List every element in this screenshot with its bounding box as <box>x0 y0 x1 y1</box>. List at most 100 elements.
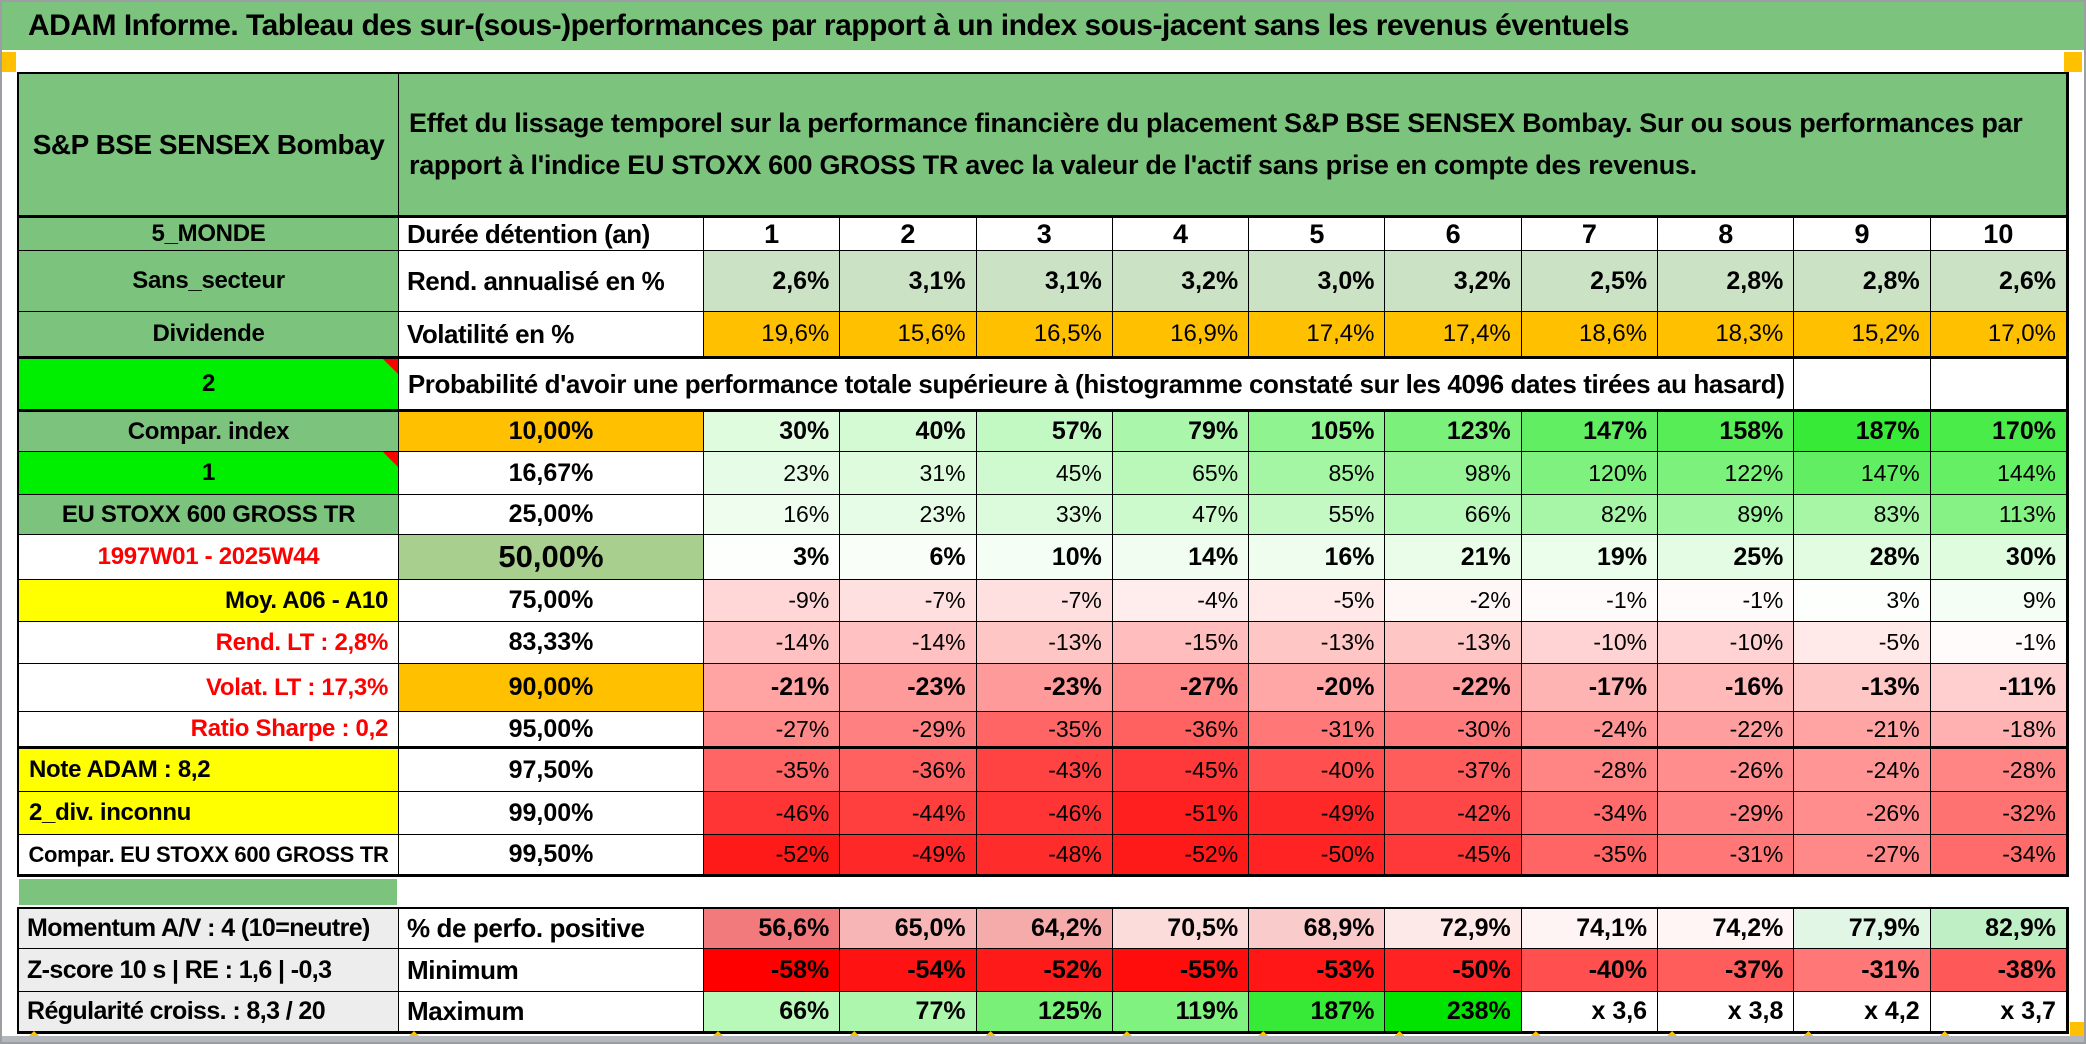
summary-value-cell[interactable]: 56,6% <box>704 909 841 949</box>
row-header-cell[interactable]: Moy. A06 - A10 <box>19 580 399 622</box>
value-cell[interactable]: 3,2% <box>1112 251 1250 312</box>
value-cell[interactable]: -52% <box>704 835 841 875</box>
value-cell[interactable]: 170% <box>1930 412 2067 452</box>
summary-value-cell[interactable]: -53% <box>1249 949 1386 992</box>
value-cell[interactable]: -27% <box>1112 664 1250 712</box>
value-cell[interactable]: -26% <box>1658 749 1795 792</box>
summary-value-cell[interactable]: 74,1% <box>1521 909 1659 949</box>
value-cell[interactable]: -22% <box>1385 664 1522 712</box>
value-cell[interactable]: -13% <box>1385 622 1522 664</box>
value-cell[interactable]: -27% <box>704 712 841 749</box>
value-cell[interactable]: -23% <box>976 664 1113 712</box>
value-cell[interactable]: -51% <box>1112 792 1250 835</box>
summary-label-cell[interactable]: Maximum <box>399 992 704 1032</box>
value-cell[interactable]: 17,0% <box>1930 312 2067 359</box>
summary-value-cell[interactable]: -37% <box>1658 949 1795 992</box>
value-cell[interactable]: -13% <box>1249 622 1386 664</box>
value-cell[interactable]: 33% <box>976 495 1113 535</box>
value-cell[interactable]: 3,0% <box>1249 251 1386 312</box>
summary-value-cell[interactable]: 119% <box>1112 992 1250 1032</box>
summary-value-cell[interactable]: -50% <box>1385 949 1522 992</box>
value-cell[interactable]: 120% <box>1521 452 1659 495</box>
row-header-cell[interactable]: 2 <box>19 359 399 412</box>
value-cell[interactable]: 23% <box>704 452 841 495</box>
value-cell[interactable]: 19,6% <box>704 312 841 359</box>
row-header-cell[interactable]: Note ADAM : 8,2 <box>19 749 399 792</box>
probability-threshold-cell[interactable]: 10,00% <box>399 412 704 452</box>
summary-value-cell[interactable]: -55% <box>1112 949 1250 992</box>
value-cell[interactable]: -43% <box>976 749 1113 792</box>
value-cell[interactable]: -50% <box>1249 835 1386 875</box>
row-header-cell[interactable]: Compar. index <box>19 412 399 452</box>
value-cell[interactable]: -5% <box>1794 622 1931 664</box>
summary-header-cell[interactable]: Z-score 10 s | RE : 1,6 | -0,3 <box>19 949 399 992</box>
value-cell[interactable]: -20% <box>1249 664 1386 712</box>
value-cell[interactable]: 14% <box>1112 535 1250 580</box>
year-header-cell[interactable]: 1 <box>704 218 841 251</box>
row-header-cell[interactable]: 5_MONDE <box>19 218 399 251</box>
value-cell[interactable]: -31% <box>1249 712 1386 749</box>
value-cell[interactable]: -16% <box>1658 664 1795 712</box>
value-cell[interactable]: -31% <box>1658 835 1795 875</box>
value-cell[interactable]: 10% <box>976 535 1113 580</box>
row-header-cell[interactable]: 2_div. inconnu <box>19 792 399 835</box>
value-cell[interactable]: -24% <box>1521 712 1659 749</box>
value-cell[interactable]: 6% <box>840 535 977 580</box>
year-header-cell[interactable]: 10 <box>1930 218 2067 251</box>
value-cell[interactable]: -14% <box>840 622 977 664</box>
year-header-cell[interactable]: 8 <box>1658 218 1795 251</box>
value-cell[interactable]: 2,6% <box>704 251 841 312</box>
summary-value-cell[interactable]: -31% <box>1794 949 1931 992</box>
value-cell[interactable]: 18,6% <box>1521 312 1659 359</box>
value-cell[interactable]: -10% <box>1521 622 1659 664</box>
probability-threshold-cell[interactable]: 50,00% <box>399 535 704 580</box>
summary-value-cell[interactable]: 77% <box>840 992 977 1032</box>
row-header-cell[interactable]: Sans_secteur <box>19 251 399 312</box>
row-header-cell[interactable]: Dividende <box>19 312 399 359</box>
value-cell[interactable]: -14% <box>704 622 841 664</box>
value-cell[interactable]: 23% <box>840 495 977 535</box>
description-cell[interactable]: Effet du lissage temporel sur la perform… <box>399 74 2067 218</box>
value-cell[interactable]: 28% <box>1794 535 1931 580</box>
value-cell[interactable]: 47% <box>1112 495 1250 535</box>
value-cell[interactable]: 18,3% <box>1658 312 1795 359</box>
summary-value-cell[interactable]: x 3,8 <box>1658 992 1795 1032</box>
value-cell[interactable]: 147% <box>1794 452 1931 495</box>
value-cell[interactable]: -23% <box>840 664 977 712</box>
summary-header-cell[interactable]: Régularité croiss. : 8,3 / 20 <box>19 992 399 1032</box>
row-header-cell[interactable]: EU STOXX 600 GROSS TR <box>19 495 399 535</box>
value-cell[interactable]: -24% <box>1794 749 1931 792</box>
value-cell[interactable]: 66% <box>1385 495 1522 535</box>
value-cell[interactable]: -49% <box>840 835 977 875</box>
summary-value-cell[interactable]: 64,2% <box>976 909 1113 949</box>
probability-threshold-cell[interactable]: 83,33% <box>399 622 704 664</box>
year-header-cell[interactable]: 2 <box>840 218 977 251</box>
value-cell[interactable]: 9% <box>1930 580 2067 622</box>
row-header-cell[interactable]: Ratio Sharpe : 0,2 <box>19 712 399 749</box>
value-cell[interactable]: 17,4% <box>1249 312 1386 359</box>
value-cell[interactable]: 2,6% <box>1930 251 2067 312</box>
value-cell[interactable]: 31% <box>840 452 977 495</box>
value-cell[interactable]: -35% <box>704 749 841 792</box>
value-cell[interactable]: -45% <box>1112 749 1250 792</box>
value-cell[interactable]: -27% <box>1794 835 1931 875</box>
value-cell[interactable]: -21% <box>704 664 841 712</box>
value-cell[interactable]: -28% <box>1521 749 1659 792</box>
probability-threshold-cell[interactable]: 16,67% <box>399 452 704 495</box>
value-cell[interactable]: -35% <box>976 712 1113 749</box>
summary-value-cell[interactable]: 125% <box>976 992 1113 1032</box>
value-cell[interactable]: 144% <box>1930 452 2067 495</box>
probability-threshold-cell[interactable]: 99,50% <box>399 835 704 875</box>
value-cell[interactable]: -17% <box>1521 664 1659 712</box>
value-cell[interactable]: -30% <box>1385 712 1522 749</box>
value-cell[interactable]: 2,5% <box>1521 251 1659 312</box>
value-cell[interactable]: -28% <box>1930 749 2067 792</box>
value-cell[interactable]: -1% <box>1658 580 1795 622</box>
year-header-cell[interactable]: 3 <box>976 218 1113 251</box>
value-cell[interactable]: 15,2% <box>1794 312 1931 359</box>
value-cell[interactable]: 3,2% <box>1385 251 1522 312</box>
year-header-cell[interactable]: 9 <box>1794 218 1931 251</box>
value-cell[interactable]: -46% <box>976 792 1113 835</box>
value-cell[interactable]: 17,4% <box>1385 312 1522 359</box>
summary-label-cell[interactable]: % de perfo. positive <box>399 909 704 949</box>
